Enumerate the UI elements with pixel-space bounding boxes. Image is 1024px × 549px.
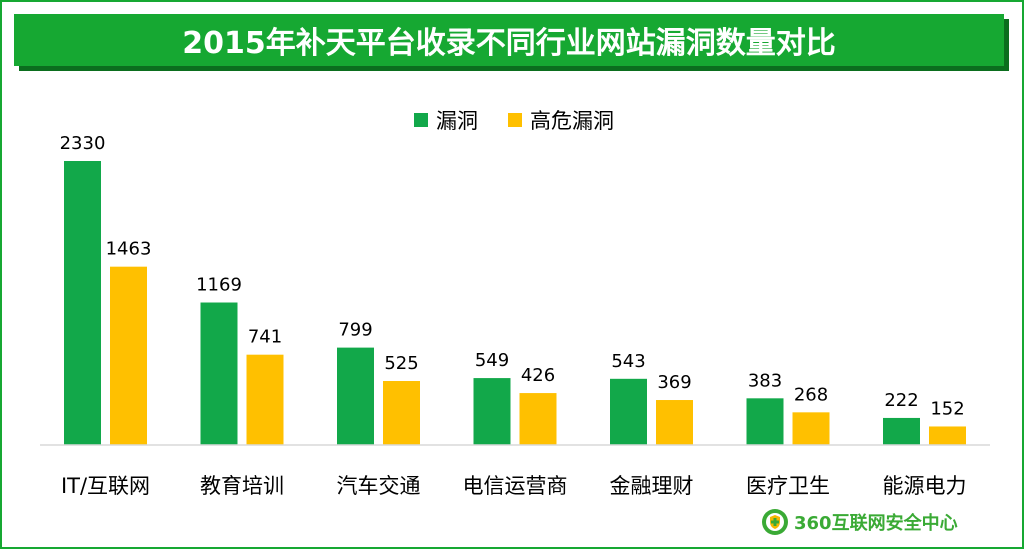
bar-high-risk-4 [656, 400, 693, 445]
bar-vuln-5 [746, 398, 784, 445]
data-label: 268 [794, 384, 828, 405]
data-label: 383 [748, 370, 782, 391]
bar-vuln-3 [473, 378, 511, 445]
data-label: 222 [884, 390, 918, 411]
data-label: 2330 [60, 133, 106, 154]
data-label: 549 [475, 350, 509, 371]
legend-swatch [414, 113, 428, 127]
chart-title: 2015年补天平台收录不同行业网站漏洞数量对比 [182, 26, 836, 61]
data-label: 152 [930, 398, 964, 419]
data-label: 426 [521, 365, 555, 386]
x-tick-label: 电信运营商 [463, 474, 568, 498]
data-label: 525 [384, 353, 418, 374]
x-tick-label: 教育培训 [200, 474, 284, 498]
bar-vuln-6 [883, 417, 920, 445]
legend-label: 漏洞 [436, 109, 478, 133]
data-label: 543 [611, 351, 645, 372]
bar-high-risk-0 [110, 266, 147, 445]
bar-vuln-0 [64, 161, 101, 445]
bar-high-risk-6 [929, 426, 966, 445]
x-tick-label: 医疗卫生 [746, 474, 830, 498]
legend: 漏洞 高危漏洞 [414, 109, 614, 133]
bar-vuln-1 [200, 302, 238, 445]
legend-swatch [508, 113, 522, 127]
x-tick-label: 能源电力 [883, 474, 967, 498]
bar-high-risk-3 [519, 393, 557, 445]
data-label: 741 [248, 327, 282, 348]
bar-high-risk-1 [246, 354, 284, 445]
legend-label: 高危漏洞 [530, 109, 614, 133]
data-label: 1463 [106, 239, 152, 260]
data-label: 369 [657, 372, 691, 393]
bar-high-risk-2 [383, 381, 420, 445]
x-tick-label: IT/互联网 [61, 474, 150, 498]
data-label: 1169 [196, 275, 242, 296]
data-label: 799 [338, 320, 372, 341]
bar-high-risk-5 [792, 412, 830, 445]
brand-name: 360互联网安全中心 [794, 513, 958, 534]
x-tick-label: 汽车交通 [337, 474, 421, 498]
bar-vuln-2 [337, 347, 374, 445]
x-tick-label: 金融理财 [610, 474, 694, 498]
title-bar: 2015年补天平台收录不同行业网站漏洞数量对比 [14, 14, 1004, 66]
x-tick-labels: IT/互联网 教育培训 汽车交通 电信运营商 金融理财 医疗卫生 能源电力 [61, 474, 967, 498]
bar-vuln-4 [610, 378, 647, 445]
bars: 2330 1463 1169 741 799 525 549 426 543 369 383 268 2… [60, 133, 966, 445]
shield-icon [762, 509, 788, 535]
brand-logo: 360互联网安全中心 [760, 507, 958, 537]
